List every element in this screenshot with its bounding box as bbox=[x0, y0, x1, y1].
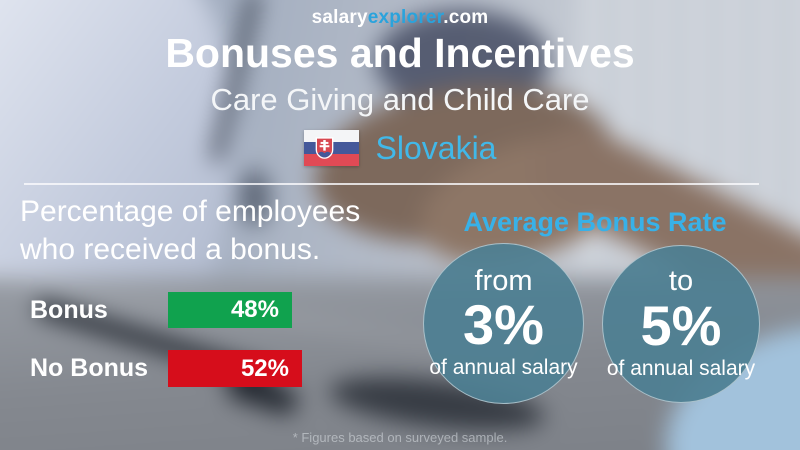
heading-line-1: Percentage of employees bbox=[20, 195, 361, 228]
photo-stethoscope-bell bbox=[239, 169, 271, 227]
to-value: 5% bbox=[640, 293, 722, 357]
country-row: Slovakia bbox=[0, 129, 800, 167]
no-bonus-bar-value: 52% bbox=[240, 354, 289, 382]
bonus-rate-from-circle: from 3% of annual salary bbox=[423, 243, 584, 404]
bonus-bar-value: 48% bbox=[230, 296, 279, 323]
brand-explorer: explorer bbox=[367, 7, 444, 28]
bonus-chart-heading: Percentage of employees who received a b… bbox=[20, 193, 360, 268]
bonus-bar: 48% bbox=[168, 292, 292, 328]
no-bonus-row: No Bonus 52% bbox=[20, 350, 440, 387]
average-bonus-rate-title: Average Bonus Rate bbox=[463, 207, 727, 237]
no-bonus-bar-label: No Bonus bbox=[30, 354, 149, 382]
brand-salary: salary bbox=[311, 7, 368, 28]
page-title: Bonuses and Incentives bbox=[165, 30, 635, 76]
to-caption: of annual salary bbox=[606, 356, 756, 380]
bonus-bar-label: Bonus bbox=[30, 295, 108, 324]
from-value: 3% bbox=[463, 293, 544, 357]
country-name: Slovakia bbox=[375, 129, 497, 166]
slovakia-coat-of-arms bbox=[315, 137, 333, 159]
brand-logo[interactable]: salaryexplorer.com bbox=[0, 7, 800, 29]
flag-stripe-red bbox=[303, 154, 359, 166]
brand-domain: .com bbox=[443, 7, 489, 28]
from-caption: of annual salary bbox=[429, 356, 578, 380]
divider-line bbox=[24, 183, 759, 185]
slovakia-flag bbox=[303, 130, 359, 166]
from-label: from bbox=[474, 264, 533, 297]
to-label: to bbox=[668, 265, 694, 298]
bonus-row: Bonus 48% bbox=[20, 292, 440, 328]
bonus-rate-to-circle: to 5% of annual salary bbox=[602, 245, 760, 403]
no-bonus-bar: 52% bbox=[168, 350, 302, 387]
page-subtitle: Care Giving and Child Care bbox=[210, 82, 590, 117]
heading-line-2: who received a bonus. bbox=[20, 232, 321, 266]
footnote: * Figures based on surveyed sample. bbox=[292, 430, 508, 445]
